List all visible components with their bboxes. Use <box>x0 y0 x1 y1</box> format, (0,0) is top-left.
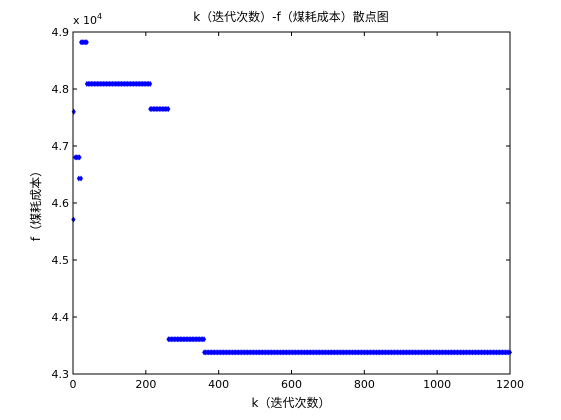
x-tick-label: 1000 <box>423 378 451 391</box>
plot-area <box>73 32 510 374</box>
y-tick-label: 4.8 <box>52 83 70 96</box>
data-point <box>148 80 153 87</box>
x-tick-label: 600 <box>281 378 302 391</box>
data-point <box>76 175 81 182</box>
y-ticks: 4.3 4.4 4.5 4.6 4.7 4.8 4.9 <box>52 26 510 381</box>
x-axis-label: k（迭代次数） <box>252 395 331 410</box>
y-tick-label: 4.9 <box>52 26 70 39</box>
x-tick-label: 1200 <box>496 378 524 391</box>
y-tick-label: 4.5 <box>52 254 70 267</box>
y-axis-label: f（煤耗成本） <box>29 165 43 241</box>
data-point <box>77 154 82 161</box>
x-tick-label: 400 <box>208 378 229 391</box>
x-tick-label: 0 <box>70 378 77 391</box>
y-tick-label: 4.7 <box>52 140 70 153</box>
x-tick-label: 200 <box>135 378 156 391</box>
data-point <box>79 175 84 182</box>
y-tick-label: 4.4 <box>52 311 70 324</box>
y-tick-label: 4.6 <box>52 197 70 210</box>
x-tick-label: 800 <box>354 378 375 391</box>
x-ticks: 0 200 400 600 800 1000 1200 <box>70 32 524 391</box>
chart-title: k（迭代次数）-f（煤耗成本）散点图 <box>193 9 389 24</box>
y-tick-label: 4.3 <box>52 368 70 381</box>
y-multiplier-exponent: 4 <box>97 12 102 21</box>
data-point <box>202 336 207 343</box>
data-point <box>84 39 89 46</box>
y-multiplier-base: x 10 <box>73 14 97 27</box>
data-points <box>71 39 512 356</box>
y-multiplier: x 104 <box>73 12 102 27</box>
data-point <box>166 105 171 112</box>
